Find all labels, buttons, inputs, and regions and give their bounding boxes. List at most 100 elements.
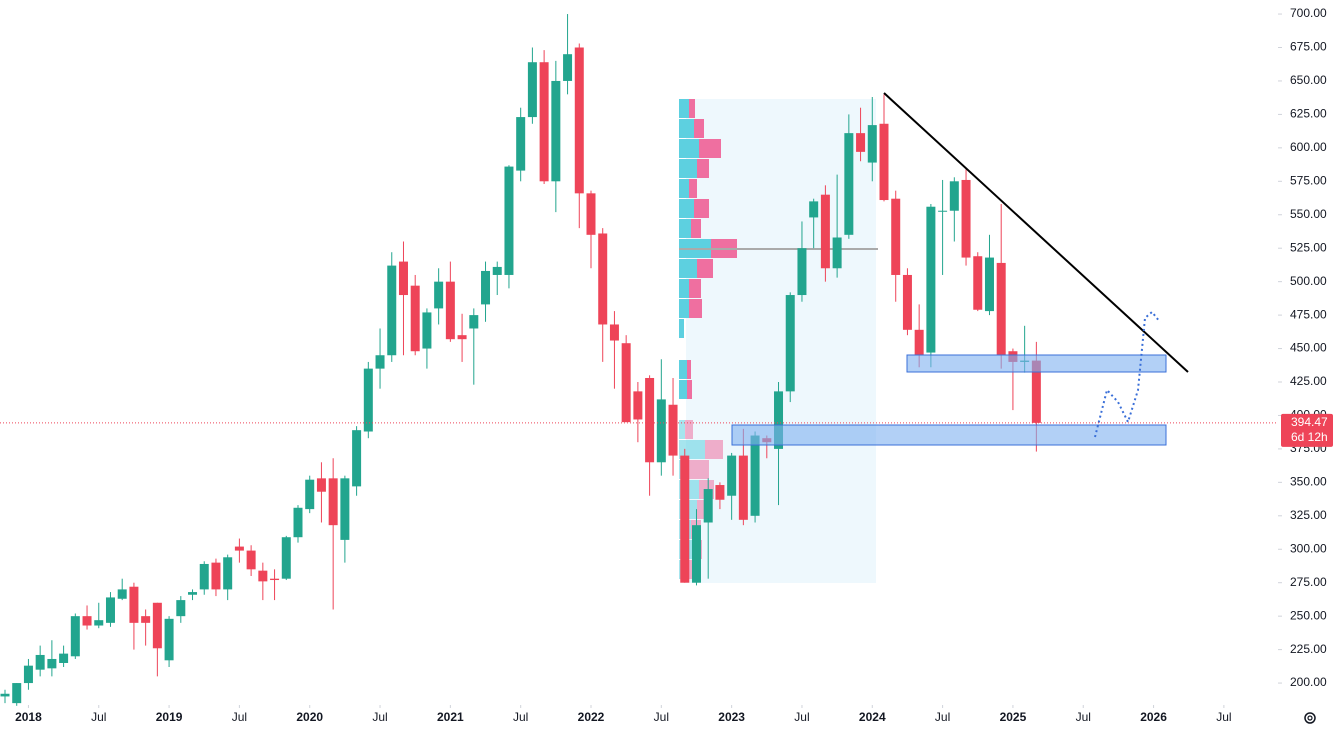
x-tick-label: Jul xyxy=(654,710,669,724)
profile-down xyxy=(689,99,695,118)
body xyxy=(938,210,948,212)
body xyxy=(609,324,619,341)
body xyxy=(1031,360,1041,423)
body xyxy=(246,550,256,570)
body xyxy=(258,570,268,582)
body xyxy=(141,616,151,623)
profile-down xyxy=(689,460,709,479)
body xyxy=(949,181,959,211)
body xyxy=(152,602,162,649)
profile-up xyxy=(679,99,689,118)
gear[interactable] xyxy=(1304,712,1316,724)
body xyxy=(574,47,584,194)
y-tick-label: 350.00 xyxy=(1290,475,1327,489)
body xyxy=(551,80,561,182)
body xyxy=(281,537,291,579)
profile-down xyxy=(687,380,692,399)
profile-up xyxy=(679,139,699,158)
body xyxy=(445,281,455,340)
body xyxy=(211,562,221,590)
x-tick-label: Jul xyxy=(232,710,247,724)
body xyxy=(820,194,830,269)
x-tick-label: 2025 xyxy=(1000,710,1027,724)
last-price: 394.47 xyxy=(1291,415,1328,429)
y-tick-label: 325.00 xyxy=(1290,508,1327,522)
profile-down xyxy=(694,199,709,218)
zone xyxy=(906,354,1167,373)
body xyxy=(117,589,127,599)
profile-up xyxy=(679,420,685,439)
x-tick-label: 2026 xyxy=(1140,710,1167,724)
body xyxy=(539,62,549,182)
body xyxy=(832,237,842,269)
body xyxy=(375,355,385,369)
body xyxy=(293,507,303,538)
x-tick-label: 2021 xyxy=(437,710,464,724)
body xyxy=(680,455,690,583)
x-tick-label: Jul xyxy=(372,710,387,724)
x-tick-label: 2022 xyxy=(578,710,605,724)
body xyxy=(633,391,643,420)
profile-down xyxy=(685,420,693,439)
body xyxy=(305,479,315,510)
profile-up xyxy=(679,380,687,399)
body xyxy=(902,274,912,330)
body xyxy=(164,618,174,661)
body xyxy=(844,133,854,235)
body xyxy=(129,586,139,623)
y-tick-label: 275.00 xyxy=(1290,575,1327,589)
body xyxy=(645,377,655,463)
x-tick-label: 2018 xyxy=(15,710,42,724)
body xyxy=(328,478,338,526)
body xyxy=(926,206,936,353)
body xyxy=(316,478,326,492)
profile-area xyxy=(686,99,876,583)
body xyxy=(481,270,491,305)
candles xyxy=(0,14,1041,706)
y-tick-label: 675.00 xyxy=(1290,40,1327,54)
body xyxy=(668,404,678,456)
profile-down xyxy=(697,500,705,519)
gear-hub[interactable] xyxy=(1307,715,1313,721)
profile-up xyxy=(679,119,694,138)
x-tick-label: 2024 xyxy=(859,710,886,724)
body xyxy=(738,455,748,520)
y-tick-label: 425.00 xyxy=(1290,374,1327,388)
body xyxy=(973,256,983,310)
y-tick-label: 550.00 xyxy=(1290,207,1327,221)
body xyxy=(750,435,760,516)
body xyxy=(94,620,104,626)
body xyxy=(586,193,596,235)
profile-up xyxy=(679,299,689,318)
body xyxy=(410,285,420,352)
body xyxy=(12,683,22,704)
body xyxy=(527,62,537,118)
x-tick-label: Jul xyxy=(91,710,106,724)
countdown: 6d 12h xyxy=(1291,430,1328,444)
body xyxy=(785,295,795,392)
body xyxy=(914,329,924,356)
body xyxy=(363,368,373,432)
trendline xyxy=(883,92,1189,373)
zone xyxy=(731,424,1167,446)
body xyxy=(223,557,233,590)
settings-icon[interactable] xyxy=(1304,712,1316,724)
y-tick-label: 600.00 xyxy=(1290,140,1327,154)
axes: 200.00 225.00 250.00 275.00 300.00 325.00 350.… xyxy=(0,6,1333,724)
body xyxy=(188,592,198,595)
body xyxy=(774,391,784,449)
body xyxy=(422,312,432,349)
x-tick-label: Jul xyxy=(513,710,528,724)
profile-down xyxy=(697,259,713,278)
profile-down xyxy=(705,440,723,459)
profile-up xyxy=(679,199,694,218)
body xyxy=(867,125,877,163)
body xyxy=(656,399,666,463)
body xyxy=(703,489,713,523)
x-tick-label: 2020 xyxy=(296,710,323,724)
profile-down xyxy=(689,279,701,298)
y-tick-label: 500.00 xyxy=(1290,274,1327,288)
x-tick-label: Jul xyxy=(1216,710,1231,724)
body xyxy=(270,578,280,581)
